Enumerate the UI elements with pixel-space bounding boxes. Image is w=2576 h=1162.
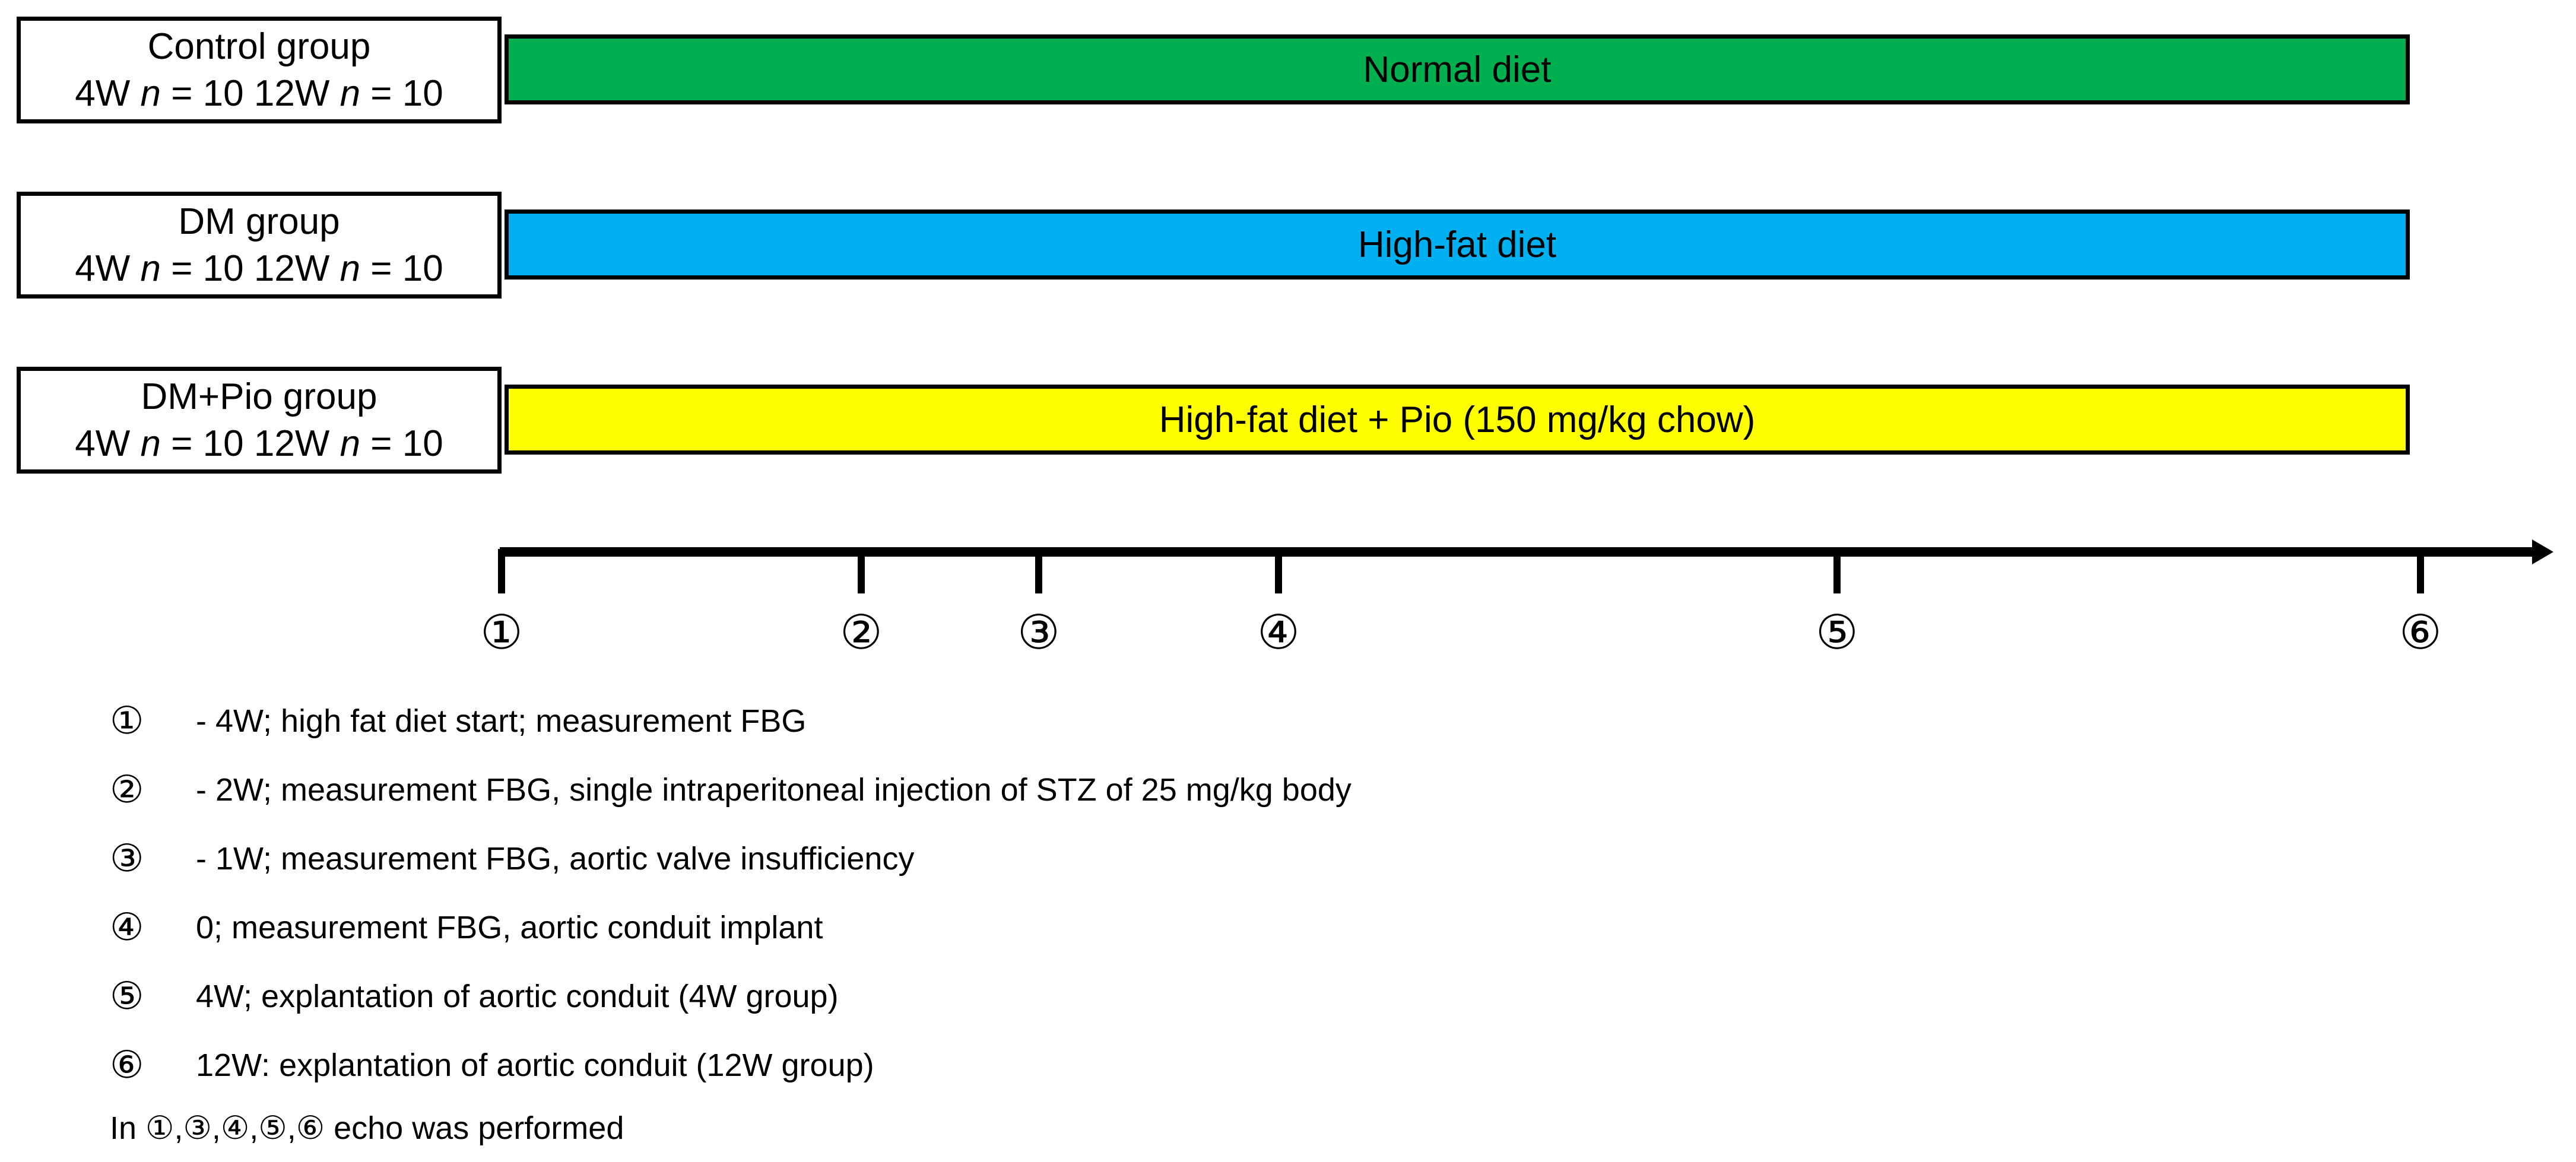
diet-bar-label: High-fat diet (1357, 224, 1557, 265)
circled-5-icon: ⑤ (1815, 605, 1858, 660)
circled-1-icon: ① (110, 699, 144, 743)
circled-3-icon: ③ (1017, 605, 1060, 660)
legend-item-6: ⑥ 12W: explantation of aortic conduit (1… (110, 1042, 874, 1089)
group-name: DM group (178, 201, 340, 242)
normal-diet-bar: Normal diet (505, 34, 2410, 104)
diet-bar-label: High-fat diet + Pio (150 mg/kg chow) (1159, 399, 1756, 440)
legend-text: 0; measurement FBG, aortic conduit impla… (196, 910, 823, 945)
dm-group-box: DM group 4W n = 10 12W n = 10 (17, 192, 502, 299)
timeline-tick-5 (1833, 549, 1841, 593)
legend-item-2: ② - 2W; measurement FBG, single intraper… (110, 766, 1352, 814)
legend-text: - 1W; measurement FBG, aortic valve insu… (196, 841, 915, 877)
group-name: DM+Pio group (141, 376, 377, 417)
high-fat-diet-bar: High-fat diet (505, 209, 2410, 280)
timeline-tick-2 (857, 549, 865, 593)
timeline-tick-3 (1035, 549, 1042, 593)
legend-text: 12W: explantation of aortic conduit (12W… (196, 1047, 874, 1083)
legend-text: 4W; explantation of aortic conduit (4W g… (196, 979, 839, 1014)
legend-item-3: ③ - 1W; measurement FBG, aortic valve in… (110, 835, 914, 882)
circled-1-icon: ① (480, 605, 523, 660)
timeline-axis (500, 547, 2533, 557)
legend-item-5: ⑤ 4W; explantation of aortic conduit (4W… (110, 973, 839, 1020)
circled-5-icon: ⑤ (110, 974, 144, 1018)
group-name: Control group (147, 26, 371, 67)
group-sample-sizes: 4W n = 10 12W n = 10 (75, 423, 443, 464)
circled-4-icon: ④ (1257, 605, 1300, 660)
timeline-tick-4 (1274, 549, 1282, 593)
timeline-tick-1 (497, 549, 505, 593)
control-group-box: Control group 4W n = 10 12W n = 10 (17, 17, 502, 123)
circled-4-icon: ④ (110, 906, 144, 950)
timeline-tick-6 (2416, 549, 2424, 593)
group-sample-sizes: 4W n = 10 12W n = 10 (75, 73, 443, 114)
circled-6-icon: ⑥ (2399, 605, 2442, 660)
circled-2-icon: ② (110, 768, 144, 812)
arrowhead-icon (2532, 539, 2553, 564)
circled-2-icon: ② (840, 605, 883, 660)
circled-3-icon: ③ (110, 837, 144, 881)
legend-text: - 2W; measurement FBG, single intraperit… (196, 772, 1352, 808)
circled-6-icon: ⑥ (110, 1043, 144, 1087)
legend-footnote: In ①,③,④,⑤,⑥ echo was performed (110, 1110, 624, 1146)
legend-item-1: ① - 4W; high fat diet start; measurement… (110, 697, 806, 745)
diet-bar-label: Normal diet (1363, 49, 1552, 90)
legend-text: - 4W; high fat diet start; measurement F… (196, 703, 807, 739)
dm-pio-group-box: DM+Pio group 4W n = 10 12W n = 10 (17, 367, 502, 474)
high-fat-pio-diet-bar: High-fat diet + Pio (150 mg/kg chow) (505, 385, 2410, 455)
group-sample-sizes: 4W n = 10 12W n = 10 (75, 248, 443, 289)
legend-item-4: ④ 0; measurement FBG, aortic conduit imp… (110, 904, 823, 951)
